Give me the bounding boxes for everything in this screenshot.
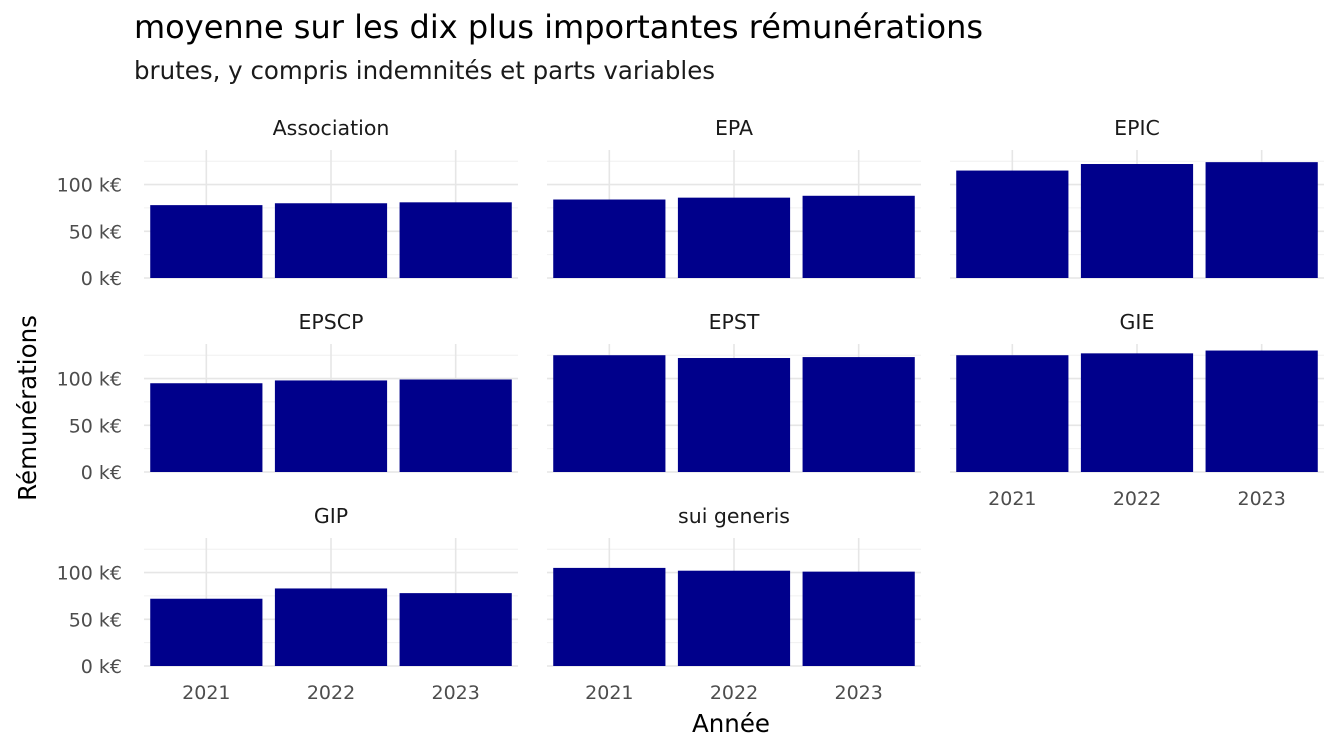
- bar: [802, 195, 915, 278]
- y-tick-label: 100 k€: [57, 563, 122, 585]
- bar: [1080, 164, 1194, 278]
- bar: [399, 202, 512, 278]
- bar: [1205, 162, 1318, 278]
- bar: [553, 567, 666, 666]
- bar: [274, 203, 388, 278]
- y-tick-label: 50 k€: [69, 609, 122, 631]
- x-tick-label: 2023: [1237, 488, 1285, 510]
- bar: [150, 598, 263, 666]
- x-tick-label: 2023: [834, 682, 882, 704]
- x-tick-label: 2023: [431, 682, 479, 704]
- x-tick-label: 2021: [988, 488, 1036, 510]
- x-axis-title: Année: [692, 709, 770, 738]
- bar: [553, 199, 666, 278]
- facet-label: EPST: [709, 310, 760, 334]
- bar: [399, 593, 512, 666]
- x-tick-label: 2021: [585, 682, 633, 704]
- bar: [802, 571, 915, 666]
- bar: [956, 355, 1069, 472]
- bar: [150, 383, 263, 472]
- bar: [274, 588, 388, 666]
- facet-label: GIP: [314, 504, 348, 528]
- y-axis-title: Rémunérations: [13, 315, 42, 501]
- bar: [1205, 350, 1318, 472]
- bar: [677, 197, 791, 278]
- x-tick-label: 2021: [182, 682, 230, 704]
- bar: [677, 570, 791, 666]
- y-tick-label: 100 k€: [57, 369, 122, 391]
- facet-label: EPIC: [1114, 116, 1160, 140]
- bar: [677, 358, 791, 472]
- x-tick-label: 2022: [307, 682, 355, 704]
- facet-label: sui generis: [678, 504, 790, 528]
- chart-title: moyenne sur les dix plus importantes rém…: [134, 8, 984, 46]
- facet-label: GIE: [1120, 310, 1155, 334]
- y-tick-label: 0 k€: [81, 268, 122, 290]
- y-tick-label: 50 k€: [69, 415, 122, 437]
- bar: [399, 379, 512, 472]
- x-tick-label: 2022: [1113, 488, 1161, 510]
- y-tick-label: 50 k€: [69, 221, 122, 243]
- bar: [802, 357, 915, 472]
- y-tick-label: 0 k€: [81, 656, 122, 678]
- facet-label: Association: [273, 116, 390, 140]
- bar: [956, 170, 1069, 278]
- bar: [274, 380, 388, 472]
- y-tick-label: 100 k€: [57, 175, 122, 197]
- chart-subtitle: brutes, y compris indemnités et parts va…: [134, 56, 716, 85]
- bar: [553, 355, 666, 472]
- bar: [150, 205, 263, 278]
- facet-label: EPA: [715, 116, 753, 140]
- bar: [1080, 353, 1194, 472]
- y-tick-label: 0 k€: [81, 462, 122, 484]
- facet-label: EPSCP: [298, 310, 363, 334]
- x-tick-label: 2022: [710, 682, 758, 704]
